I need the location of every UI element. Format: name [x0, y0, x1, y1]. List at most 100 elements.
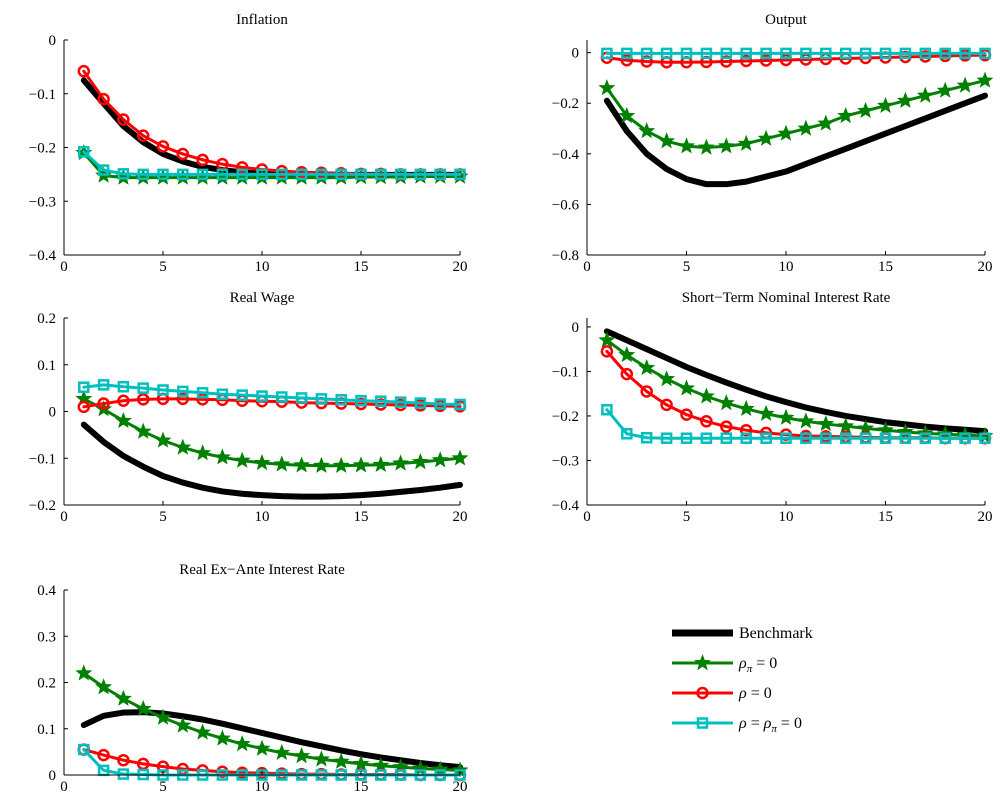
marker-rho_pi — [956, 76, 974, 93]
x-tick-label: 10 — [255, 779, 270, 795]
marker-rho — [720, 55, 733, 68]
marker-rho_pi — [777, 408, 795, 425]
series-line-rho — [82, 69, 462, 176]
y-tick-label: 0 — [572, 320, 580, 336]
marker-rho_pi — [213, 448, 231, 465]
marker-rho_pi — [737, 399, 755, 417]
marker-rho_both — [780, 432, 792, 444]
series-line-benchmark — [80, 421, 463, 500]
legend-item-benchmark: Benchmark — [672, 625, 813, 642]
marker-rho_pi — [253, 454, 271, 471]
marker-rho — [97, 748, 110, 762]
marker-rho_both — [740, 432, 752, 444]
marker-rho_both — [414, 397, 427, 409]
marker-rho_both — [800, 47, 812, 60]
marker-rho — [739, 423, 753, 437]
y-tick-label: −0.1 — [552, 364, 579, 380]
marker-rho_pi — [857, 101, 875, 119]
marker-rho_both — [859, 47, 872, 60]
marker-rho_both — [315, 393, 328, 405]
x-tick-label: 20 — [978, 259, 993, 275]
marker-rho_both — [454, 398, 466, 411]
marker-rho_pi — [638, 122, 656, 139]
marker-rho_both — [839, 432, 852, 444]
y-tick-label: −0.2 — [552, 409, 579, 425]
marker-rho — [176, 392, 190, 406]
marker-rho_pi — [312, 750, 330, 767]
marker-rho_pi — [837, 106, 855, 124]
marker-rho_both — [137, 168, 149, 181]
x-tick-label: 5 — [159, 259, 167, 275]
x-tick-label: 10 — [255, 259, 270, 275]
marker-rho — [640, 385, 653, 398]
marker-rho_both — [295, 392, 308, 404]
marker-rho_both — [680, 432, 693, 444]
marker-rho_both — [859, 432, 872, 444]
marker-rho_pi — [114, 689, 132, 706]
marker-rho_both — [335, 394, 347, 406]
marker-rho_both — [919, 47, 932, 60]
marker-rho_pi — [797, 119, 815, 136]
legend-marker — [694, 654, 711, 671]
marker-rho_both — [236, 168, 248, 181]
marker-rho_both — [434, 398, 446, 410]
marker-rho_both — [760, 47, 772, 60]
y-tick-label: −0.1 — [29, 451, 56, 467]
legend-marker — [696, 686, 709, 700]
marker-rho — [176, 147, 190, 161]
marker-rho_both — [839, 47, 852, 60]
subplot-title: Real Ex−Ante Interest Rate — [179, 562, 345, 578]
marker-rho_pi — [332, 456, 350, 473]
marker-rho — [77, 64, 91, 78]
marker-rho_both — [375, 168, 387, 181]
x-tick-label: 5 — [159, 509, 167, 525]
marker-rho_both — [939, 47, 951, 60]
marker-rho_pi — [837, 417, 855, 434]
series-line-rho_pi — [605, 78, 987, 149]
marker-rho_pi — [717, 137, 735, 154]
y-tick-label: −0.3 — [552, 453, 579, 469]
x-tick-label: 15 — [354, 259, 369, 275]
marker-rho_pi — [777, 124, 795, 141]
marker-rho_both — [157, 384, 169, 396]
marker-rho — [97, 92, 110, 106]
marker-rho_both — [256, 168, 268, 181]
marker-rho_pi — [896, 423, 914, 440]
x-tick-label: 20 — [453, 509, 468, 525]
marker-rho_pi — [697, 138, 715, 155]
marker-rho_both — [276, 168, 288, 181]
marker-rho_pi — [75, 664, 93, 681]
marker-rho_pi — [817, 415, 835, 432]
marker-rho_pi — [253, 739, 271, 756]
marker-rho_both — [355, 168, 367, 181]
marker-rho_both — [216, 388, 229, 400]
subplot-1: Inflation 0 5 10 15 20 −0.4 −0.3 −0.2 −0.1 0 — [29, 12, 468, 275]
marker-rho_both — [700, 432, 713, 444]
marker-rho_both — [335, 168, 347, 181]
subplot-title: Inflation — [236, 12, 288, 28]
marker-rho_pi — [194, 723, 212, 740]
subplot-title: Short−Term Nominal Interest Rate — [682, 290, 891, 306]
marker-rho_both — [97, 164, 110, 176]
marker-rho_both — [899, 432, 912, 444]
marker-rho_pi — [757, 129, 775, 146]
marker-rho_pi — [431, 760, 449, 777]
marker-rho_both — [196, 387, 209, 399]
x-tick-label: 20 — [453, 259, 468, 275]
marker-rho_both — [394, 168, 407, 181]
marker-rho_pi — [312, 456, 330, 473]
marker-rho_both — [879, 432, 892, 444]
marker-rho_pi — [332, 752, 350, 769]
marker-rho_pi — [717, 394, 735, 411]
marker-rho — [196, 153, 209, 167]
subplot-title: Output — [765, 12, 808, 28]
marker-rho_pi — [372, 455, 390, 472]
marker-rho_both — [236, 389, 248, 401]
marker-rho_both — [117, 168, 130, 180]
y-tick-label: −0.4 — [29, 248, 57, 264]
marker-rho_both — [117, 768, 130, 780]
marker-rho — [620, 53, 634, 67]
plot-area — [75, 664, 468, 782]
marker-rho_pi — [174, 716, 192, 733]
marker-rho_both — [276, 391, 288, 403]
